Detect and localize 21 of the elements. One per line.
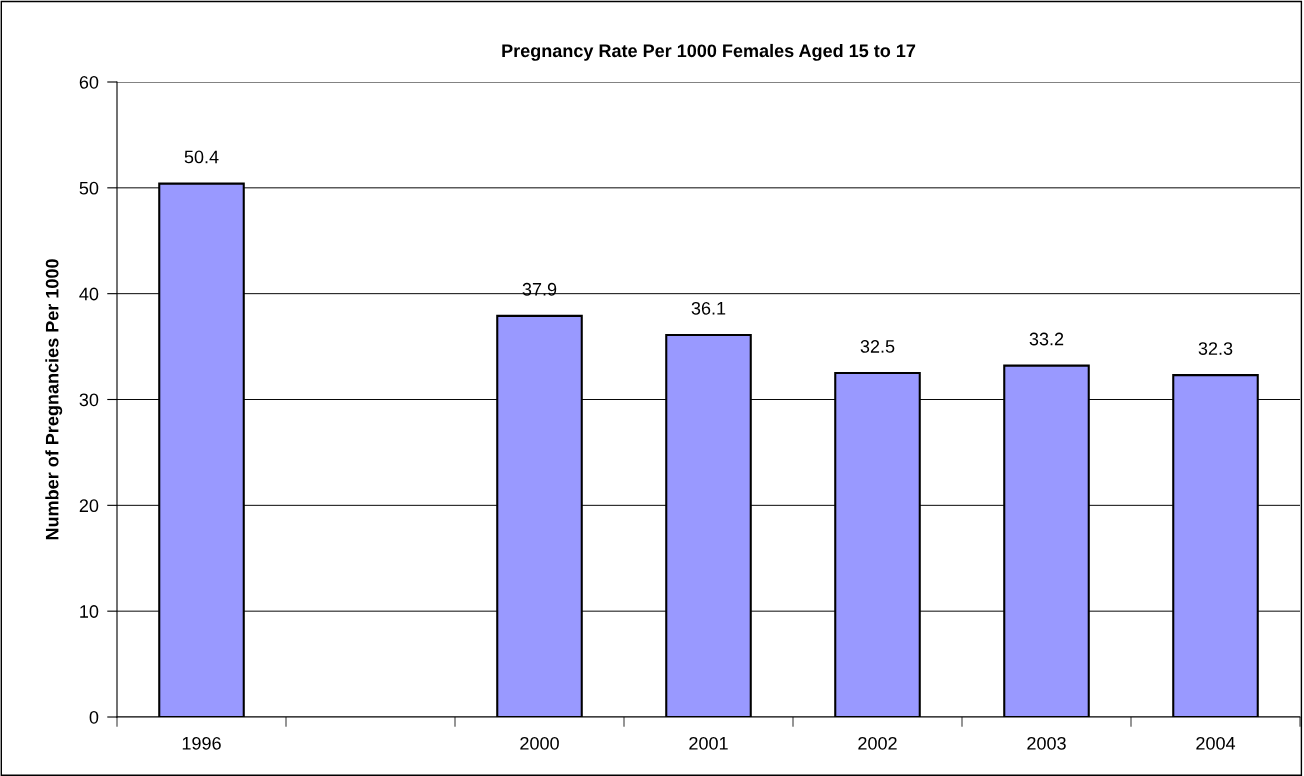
y-axis-title: Number of Pregnancies Per 1000 (45, 259, 63, 540)
data-label: 32.3 (1198, 342, 1233, 355)
y-tick-label: 0 (89, 710, 99, 724)
x-tick-label: 2002 (858, 736, 897, 750)
y-tick-label: 50 (79, 181, 99, 195)
x-tick-label: 2000 (520, 736, 559, 750)
x-tick-label: 2004 (1196, 736, 1236, 750)
data-label: 36.1 (691, 301, 726, 315)
y-tick-label: 40 (79, 287, 99, 301)
data-label: 32.5 (860, 340, 895, 353)
y-tick-label: 30 (79, 393, 99, 407)
y-tick-label: 60 (79, 75, 99, 89)
x-tick-label: 1996 (182, 736, 221, 750)
data-label: 37.9 (522, 282, 557, 296)
x-tick-label: 2001 (689, 736, 728, 750)
y-tick-label: 10 (80, 605, 99, 618)
y-tick-label: 20 (79, 499, 99, 513)
data-label: 50.4 (184, 150, 219, 164)
x-tick-label: 2003 (1027, 736, 1066, 750)
data-label: 33.2 (1029, 332, 1064, 346)
chart-title: Pregnancy Rate Per 1000 Females Aged 15 to 17 (502, 43, 916, 61)
